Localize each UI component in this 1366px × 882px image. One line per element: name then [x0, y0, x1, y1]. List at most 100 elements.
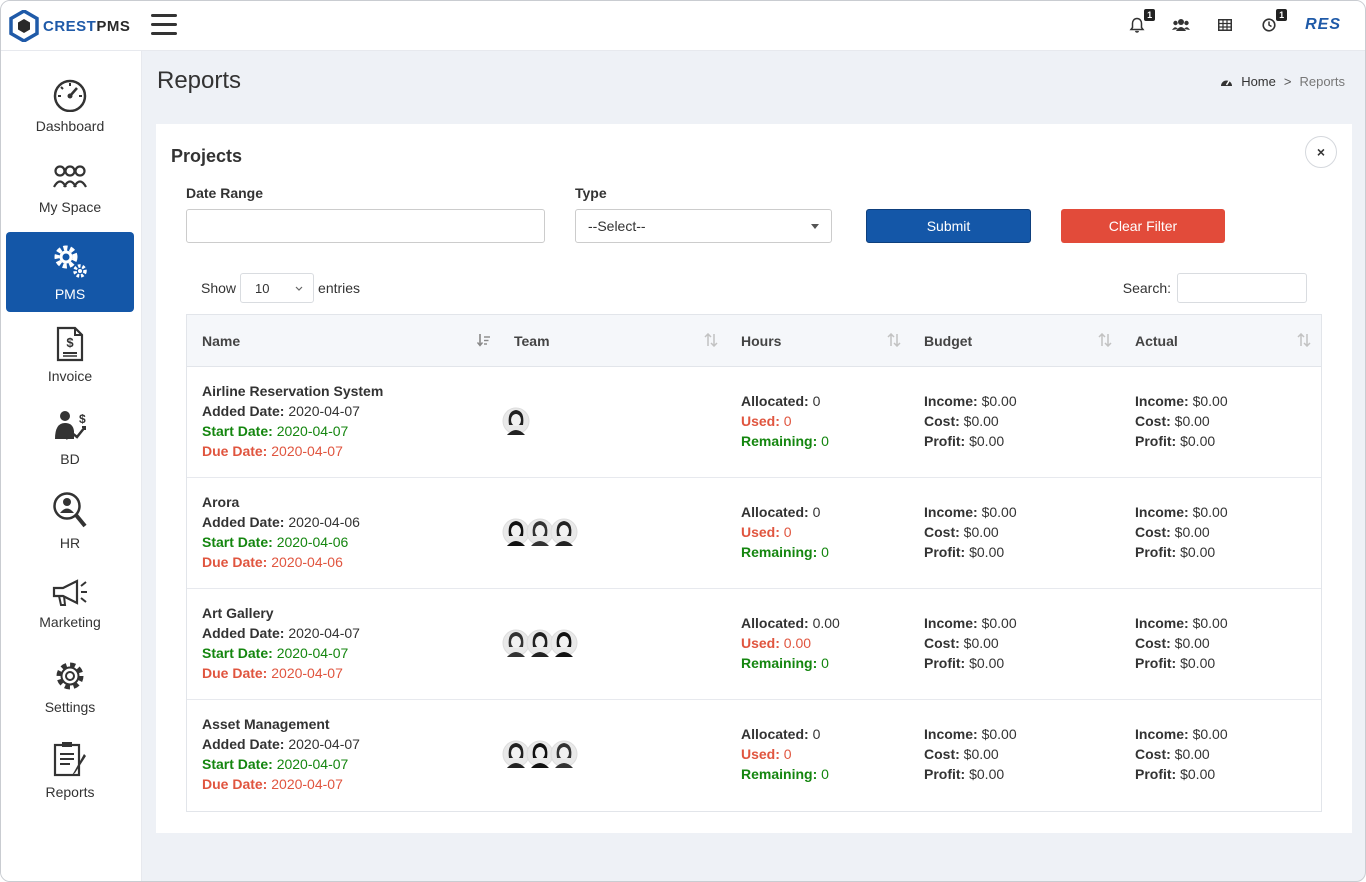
avatar-icon[interactable] — [526, 516, 554, 548]
remaining-value: 0 — [821, 544, 829, 560]
actual-cost-value: $0.00 — [1174, 413, 1210, 429]
sidebar-item-hr[interactable]: HR — [6, 481, 134, 561]
used-label: Used: — [741, 524, 780, 540]
sidebar-item-settings[interactable]: Settings — [6, 647, 134, 727]
avatar-icon[interactable] — [550, 627, 578, 659]
column-header-hours[interactable]: Hours — [741, 333, 782, 349]
name-cell: Art Gallery Added Date: 2020-04-07 Start… — [202, 603, 360, 683]
sidebar-item-label: Invoice — [47, 368, 93, 384]
table-view-button[interactable] — [1215, 13, 1235, 37]
sidebar-item-my-space[interactable]: My Space — [6, 149, 134, 229]
budget-income-value: $0.00 — [981, 726, 1017, 742]
crestpms-logo-icon — [9, 10, 39, 42]
actual-income-label: Income: — [1135, 504, 1189, 520]
invoice-icon: $ — [56, 326, 84, 362]
budget-cost-value: $0.00 — [963, 524, 999, 540]
table-row[interactable]: Arora Added Date: 2020-04-06 Start Date:… — [187, 478, 1321, 589]
avatar-icon[interactable] — [550, 516, 578, 548]
close-button[interactable]: × — [1305, 136, 1337, 168]
sidebar-item-label: HR — [59, 535, 81, 551]
search-input[interactable] — [1177, 273, 1307, 303]
sidebar-item-invoice[interactable]: $ Invoice — [6, 315, 134, 395]
remaining-value: 0 — [821, 433, 829, 449]
avatar-icon[interactable] — [550, 738, 578, 770]
added-date-label: Added Date: — [202, 403, 285, 419]
column-header-budget[interactable]: Budget — [924, 333, 973, 349]
sort-ascending-icon[interactable] — [476, 333, 491, 350]
avatar-icon[interactable] — [502, 516, 530, 548]
sort-icon[interactable] — [1098, 332, 1112, 350]
budget-cost-label: Cost: — [924, 635, 960, 651]
actual-profit-label: Profit: — [1135, 655, 1177, 671]
column-header-name[interactable]: Name — [202, 333, 241, 349]
actual-income-value: $0.00 — [1192, 726, 1228, 742]
table-row[interactable]: Airline Reservation System Added Date: 2… — [187, 367, 1321, 478]
column-header-actual[interactable]: Actual — [1135, 333, 1178, 349]
sort-icon[interactable] — [887, 332, 901, 350]
timer-button[interactable]: 1 — [1259, 9, 1288, 37]
breadcrumb-separator: > — [1283, 74, 1292, 89]
team-avatars — [502, 516, 578, 548]
chevron-down-icon — [295, 286, 303, 291]
notifications-button[interactable]: 1 — [1127, 9, 1156, 37]
entries-value: 10 — [255, 280, 270, 296]
user-menu[interactable]: RES — [1305, 16, 1341, 33]
sidebar-item-pms[interactable]: PMS — [6, 232, 134, 312]
avatar-icon[interactable] — [526, 738, 554, 770]
entries-select[interactable]: 10 — [240, 273, 315, 303]
used-value: 0 — [783, 746, 792, 762]
avatar-icon[interactable] — [502, 627, 530, 659]
projects-card: Projects × Date Range Type --Select-- Su… — [156, 124, 1352, 833]
sort-icon[interactable] — [704, 332, 718, 350]
sidebar-item-label: Dashboard — [35, 118, 105, 134]
team-avatars — [502, 738, 578, 770]
date-range-input[interactable] — [186, 209, 545, 243]
avatar-icon[interactable] — [526, 627, 554, 659]
allocated-value: 0.00 — [812, 615, 840, 631]
actual-income-label: Income: — [1135, 726, 1189, 742]
added-date-label: Added Date: — [202, 514, 285, 530]
table-row[interactable]: Art Gallery Added Date: 2020-04-07 Start… — [187, 589, 1321, 700]
type-label: Type — [575, 185, 607, 201]
project-name[interactable]: Asset Management — [202, 716, 330, 732]
sidebar-item-label: BD — [60, 451, 80, 467]
sidebar-item-dashboard[interactable]: Dashboard — [6, 66, 134, 146]
table-row[interactable]: Asset Management Added Date: 2020-04-07 … — [187, 700, 1321, 811]
bell-icon — [1129, 17, 1145, 33]
sidebar-item-bd[interactable]: $ BD — [6, 398, 134, 478]
logo[interactable]: CRESTPMS — [9, 10, 130, 42]
menu-toggle-icon[interactable] — [151, 14, 177, 36]
start-date-value: 2020-04-07 — [276, 645, 349, 661]
page-title: Reports — [157, 67, 242, 94]
clear-filter-button[interactable]: Clear Filter — [1061, 209, 1225, 243]
project-name[interactable]: Airline Reservation System — [202, 383, 384, 399]
notification-count-badge: 1 — [1144, 9, 1156, 21]
users-button[interactable] — [1171, 13, 1191, 37]
project-name[interactable]: Art Gallery — [202, 605, 274, 621]
type-select[interactable]: --Select-- — [575, 209, 832, 243]
projects-table: Name Team Hours Budget Actual Airline Re… — [186, 314, 1322, 812]
sort-icon[interactable] — [1297, 332, 1311, 350]
breadcrumb-home[interactable]: Home — [1241, 74, 1276, 89]
budget-profit-label: Profit: — [924, 766, 966, 782]
sidebar-item-reports[interactable]: Reports — [6, 730, 134, 810]
actual-cost-label: Cost: — [1135, 413, 1171, 429]
project-name[interactable]: Arora — [202, 494, 240, 510]
actual-cell: Income: $0.00 Cost: $0.00 Profit: $0.00 — [1135, 502, 1228, 562]
added-date-value: 2020-04-07 — [288, 625, 360, 641]
used-label: Used: — [741, 413, 780, 429]
submit-button[interactable]: Submit — [866, 209, 1031, 243]
gears-icon — [54, 245, 87, 278]
clock-icon — [1262, 18, 1276, 32]
column-header-team[interactable]: Team — [514, 333, 550, 349]
avatar-icon[interactable] — [502, 405, 530, 437]
hr-search-icon — [53, 492, 87, 528]
remaining-label: Remaining: — [741, 655, 818, 671]
search-label: Search: — [1122, 280, 1171, 296]
budget-income-label: Income: — [924, 615, 978, 631]
sidebar-item-marketing[interactable]: Marketing — [6, 564, 134, 644]
hours-cell: Allocated: 0 Used: 0 Remaining: 0 — [741, 724, 829, 784]
remaining-label: Remaining: — [741, 544, 818, 560]
budget-cell: Income: $0.00 Cost: $0.00 Profit: $0.00 — [924, 724, 1017, 784]
